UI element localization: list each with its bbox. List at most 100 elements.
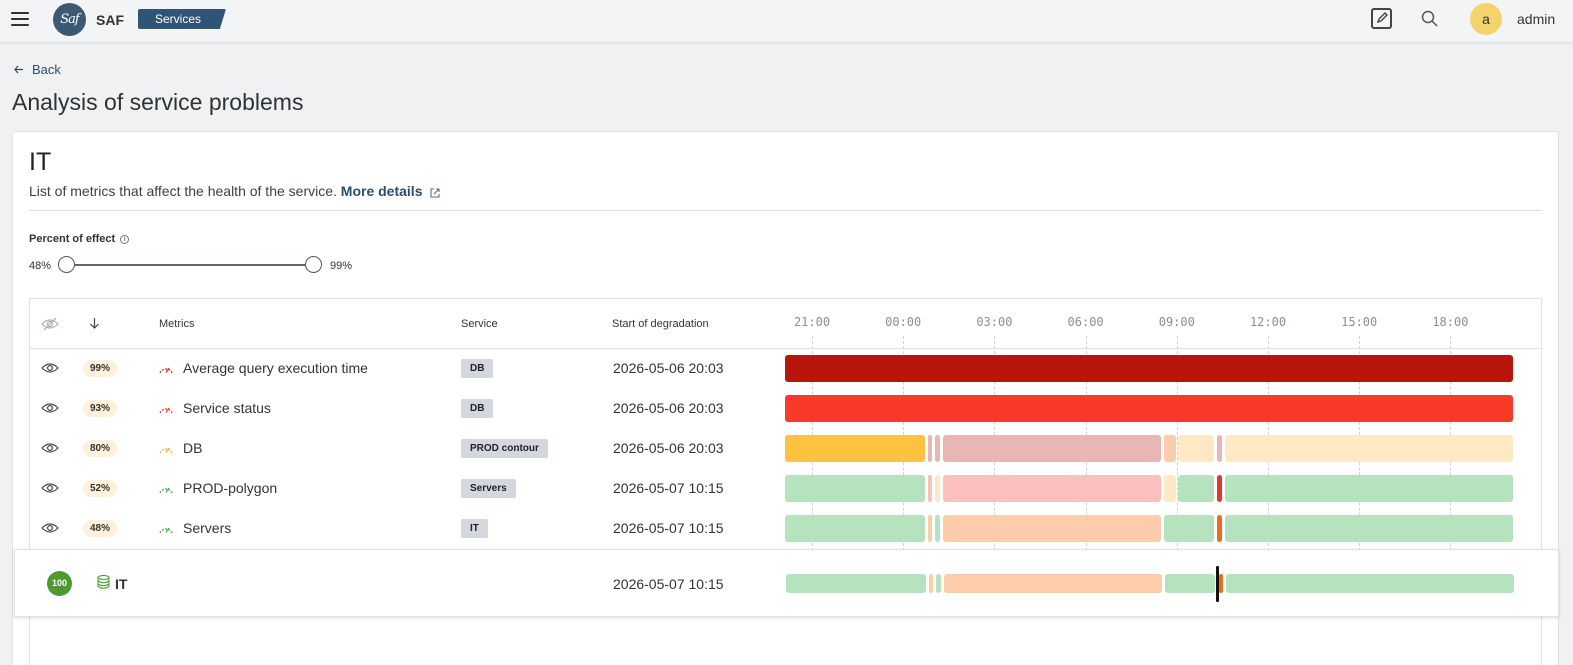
table-row[interactable]: 48% Servers IT 2026-05-07 10:15 (30, 509, 1543, 549)
timeline-segment[interactable] (935, 435, 940, 462)
metric-timeline[interactable] (785, 355, 1513, 382)
timeline-segment[interactable] (1165, 574, 1215, 593)
timeline-segment[interactable] (1225, 515, 1513, 542)
timeline-segment[interactable] (1178, 475, 1214, 502)
slider-max-handle[interactable] (305, 256, 322, 273)
eye-icon[interactable] (41, 442, 59, 454)
degradation-start: 2026-05-06 20:03 (613, 360, 724, 376)
divider (29, 210, 1542, 211)
timeline-segment[interactable] (1164, 515, 1214, 542)
timeline-segment[interactable] (935, 515, 940, 542)
timeline-segment[interactable] (928, 475, 932, 502)
breadcrumb-services[interactable]: Services (138, 9, 226, 29)
timeline-segment[interactable] (786, 574, 926, 593)
timeline-segment[interactable] (935, 475, 940, 502)
percent-badge: 48% (83, 520, 118, 537)
timeline-segment[interactable] (943, 475, 1161, 502)
timeline-segment[interactable] (785, 355, 1513, 382)
timeline-segment[interactable] (1164, 435, 1176, 462)
app-logo[interactable]: Saf (53, 3, 86, 36)
timeline-segment[interactable] (1164, 475, 1176, 502)
percent-badge: 52% (83, 480, 118, 497)
table-row[interactable]: 52% PROD-polygon Servers 2026-05-07 10:15 (30, 469, 1543, 509)
metric-timeline[interactable] (785, 475, 1513, 502)
gauge-icon (159, 527, 173, 534)
sort-arrow-down-icon[interactable] (89, 317, 100, 329)
service-tag[interactable]: DB (461, 399, 494, 418)
timeline-segment[interactable] (785, 475, 925, 502)
timeline-segment[interactable] (785, 395, 1513, 422)
metric-timeline[interactable] (785, 515, 1513, 542)
percent-badge: 80% (83, 440, 118, 457)
slider-track[interactable] (67, 264, 315, 266)
eye-icon[interactable] (41, 522, 59, 534)
back-link[interactable]: Back (14, 62, 61, 77)
metric-name[interactable]: Servers (183, 520, 232, 536)
table-row[interactable]: 80% DB PROD contour 2026-05-06 20:03 (30, 429, 1543, 469)
table-row[interactable]: 99% Average query execution time DB 2026-05… (30, 349, 1543, 389)
table-header: Metrics Service Start of degradation 21:… (30, 299, 1543, 349)
timeline-segment[interactable] (1178, 435, 1214, 462)
service-tag[interactable]: DB (461, 359, 494, 378)
metric-name[interactable]: Service status (183, 400, 271, 416)
timeline-segment[interactable] (943, 435, 1161, 462)
current-time-marker[interactable] (1216, 566, 1219, 602)
timeline-segment[interactable] (1217, 515, 1222, 542)
summary-timeline[interactable] (786, 566, 1514, 602)
page-title: Analysis of service problems (12, 89, 304, 115)
col-service[interactable]: Service (461, 318, 498, 330)
col-metrics[interactable]: Metrics (159, 318, 195, 330)
eye-icon[interactable] (41, 482, 59, 494)
avatar[interactable]: a (1470, 3, 1502, 35)
external-link-icon[interactable] (430, 188, 440, 198)
timeline-segment[interactable] (944, 574, 1162, 593)
timeline-segment[interactable] (928, 515, 932, 542)
timeline-segment[interactable] (1217, 475, 1222, 502)
timeline-segment[interactable] (1226, 574, 1514, 593)
username[interactable]: admin (1517, 11, 1556, 27)
back-label: Back (32, 62, 61, 77)
eye-icon[interactable] (41, 402, 59, 414)
slider-min-handle[interactable] (58, 256, 75, 273)
timeline-segment[interactable] (785, 515, 925, 542)
notes-icon[interactable] (1371, 8, 1392, 29)
more-details-link[interactable]: More details (340, 183, 423, 199)
arrow-left-icon (14, 65, 23, 74)
summary-row[interactable]: 100 IT 2026-05-07 10:15 (14, 549, 1559, 617)
health-badge: 100 (47, 571, 72, 596)
database-icon (97, 575, 110, 589)
service-card: IT List of metrics that affect the healt… (12, 131, 1559, 665)
service-tag[interactable]: IT (461, 519, 488, 538)
service-tag[interactable]: PROD contour (461, 439, 548, 458)
time-tick: 15:00 (1341, 315, 1378, 329)
info-icon[interactable]: i (120, 234, 130, 244)
time-tick: 12:00 (1249, 315, 1287, 329)
timeline-segment[interactable] (785, 435, 925, 462)
timeline-segment[interactable] (1219, 574, 1223, 593)
timeline-segment[interactable] (1225, 435, 1513, 462)
search-icon[interactable] (1421, 10, 1438, 27)
time-tick: 21:00 (793, 315, 831, 329)
metric-name[interactable]: Average query execution time (183, 360, 368, 376)
percent-effect-label: Percent of effect i (29, 233, 130, 245)
timeline-segment[interactable] (936, 574, 941, 593)
degradation-start: 2026-05-06 20:03 (613, 440, 724, 456)
menu-icon[interactable] (11, 12, 29, 26)
timeline-segment[interactable] (928, 435, 932, 462)
eye-icon[interactable] (41, 362, 59, 374)
metric-name[interactable]: DB (183, 440, 203, 456)
table-row[interactable]: 93% Service status DB 2026-05-06 20:03 (30, 389, 1543, 429)
time-tick: 06:00 (1067, 315, 1104, 329)
metric-timeline[interactable] (785, 435, 1513, 462)
service-description: List of metrics that affect the health o… (29, 183, 440, 199)
metric-timeline[interactable] (785, 395, 1513, 422)
summary-name: IT (115, 576, 128, 592)
service-tag[interactable]: Servers (461, 479, 516, 498)
timeline-segment[interactable] (1217, 435, 1222, 462)
visibility-off-icon[interactable] (41, 317, 59, 331)
timeline-segment[interactable] (1225, 475, 1513, 502)
timeline-segment[interactable] (929, 574, 933, 593)
metric-name[interactable]: PROD-polygon (183, 480, 278, 496)
timeline-segment[interactable] (943, 515, 1161, 542)
col-start[interactable]: Start of degradation (612, 318, 709, 330)
